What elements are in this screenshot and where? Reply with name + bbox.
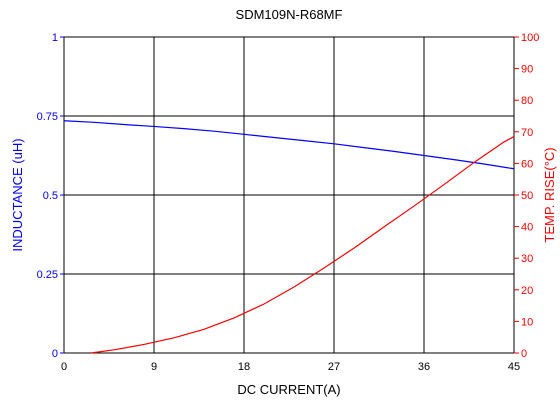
y-right-tick-label-6: 60 xyxy=(521,158,533,170)
y-left-tick-label-1: 0.25 xyxy=(37,269,58,281)
y-right-tick-label-7: 70 xyxy=(521,127,533,139)
y-right-tick-label-0: 0 xyxy=(521,348,527,360)
y-right-axis-ticks: 0 10 20 30 40 50 60 70 80 90 100 xyxy=(514,32,539,360)
y-right-tick-label-9: 90 xyxy=(521,64,533,76)
y-left-tick-label-3: 0.75 xyxy=(37,111,58,123)
x-tick-label-3: 27 xyxy=(328,361,340,373)
grid xyxy=(64,37,514,353)
y-right-axis-label: TEMP. RISE(°C) xyxy=(542,147,557,242)
y-left-axis-ticks: 0 0.25 0.5 0.75 1 xyxy=(37,32,64,360)
series-line-0 xyxy=(63,120,515,170)
series-line-1 xyxy=(90,136,515,354)
y-left-tick-label-4: 1 xyxy=(52,32,58,44)
y-right-tick-label-2: 20 xyxy=(521,285,533,297)
y-right-tick-label-1: 10 xyxy=(521,316,533,328)
x-axis-label: DC CURRENT(A) xyxy=(237,382,340,397)
y-right-tick-label-4: 40 xyxy=(521,222,533,234)
x-tick-label-0: 0 xyxy=(61,361,67,373)
y-left-tick-label-2: 0.5 xyxy=(43,190,58,202)
y-left-tick-label-0: 0 xyxy=(52,348,58,360)
x-tick-label-4: 36 xyxy=(418,361,430,373)
x-tick-label-2: 18 xyxy=(238,361,250,373)
x-axis-ticks: 0 9 18 27 36 45 xyxy=(61,361,520,373)
chart-title: SDM109N-R68MF xyxy=(236,7,343,22)
y-right-tick-label-10: 100 xyxy=(521,32,539,44)
y-right-tick-label-8: 80 xyxy=(521,95,533,107)
y-right-tick-label-5: 50 xyxy=(521,190,533,202)
y-left-axis-label: INDUCTANCE (uH) xyxy=(10,138,25,251)
series-group xyxy=(63,120,515,354)
x-tick-label-5: 45 xyxy=(508,361,520,373)
x-tick-label-1: 9 xyxy=(151,361,157,373)
y-right-tick-label-3: 30 xyxy=(521,253,533,265)
